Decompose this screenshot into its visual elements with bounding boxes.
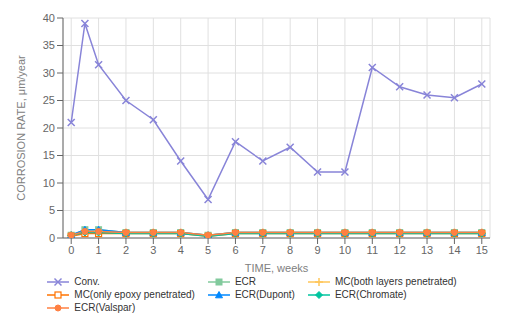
svg-text:4: 4 xyxy=(178,244,184,256)
svg-text:10: 10 xyxy=(339,244,351,256)
html-text:Conv.: Conv. xyxy=(74,276,100,287)
svg-text:7: 7 xyxy=(260,244,266,256)
svg-text:0: 0 xyxy=(49,232,55,244)
html-text:ECR(Dupont): ECR(Dupont) xyxy=(234,289,295,300)
svg-text:35: 35 xyxy=(43,39,55,51)
svg-text:5: 5 xyxy=(205,244,211,256)
svg-text:8: 8 xyxy=(287,244,293,256)
html-text:MC(only epoxy penetrated): MC(only epoxy penetrated) xyxy=(74,289,195,300)
svg-text:5: 5 xyxy=(49,204,55,216)
svg-text:30: 30 xyxy=(43,67,55,79)
svg-text:11: 11 xyxy=(367,244,378,256)
svg-text:3: 3 xyxy=(150,244,156,256)
svg-text:12: 12 xyxy=(394,244,406,256)
svg-text:15: 15 xyxy=(476,244,488,256)
svg-text:0: 0 xyxy=(68,244,74,256)
svg-text:40: 40 xyxy=(43,12,55,24)
svg-text:10: 10 xyxy=(43,177,55,189)
html-text:MC(both layers penetrated): MC(both layers penetrated) xyxy=(335,276,457,287)
svg-text:6: 6 xyxy=(232,244,238,256)
html-text:ECR(Valspar): ECR(Valspar) xyxy=(74,302,136,313)
svg-text:9: 9 xyxy=(314,244,320,256)
svg-text:CORROSION RATE, μm/year: CORROSION RATE, μm/year xyxy=(15,55,27,201)
svg-text:25: 25 xyxy=(43,94,55,106)
html-text:ECR(Chromate): ECR(Chromate) xyxy=(335,289,407,300)
svg-text:20: 20 xyxy=(43,122,55,134)
svg-text:2: 2 xyxy=(123,244,129,256)
svg-text:TIME, weeks: TIME, weeks xyxy=(245,262,309,274)
html-text:ECR: ECR xyxy=(234,276,256,287)
svg-text:1: 1 xyxy=(96,244,102,256)
svg-text:14: 14 xyxy=(448,244,460,256)
svg-text:15: 15 xyxy=(43,149,55,161)
svg-text:13: 13 xyxy=(421,244,433,256)
